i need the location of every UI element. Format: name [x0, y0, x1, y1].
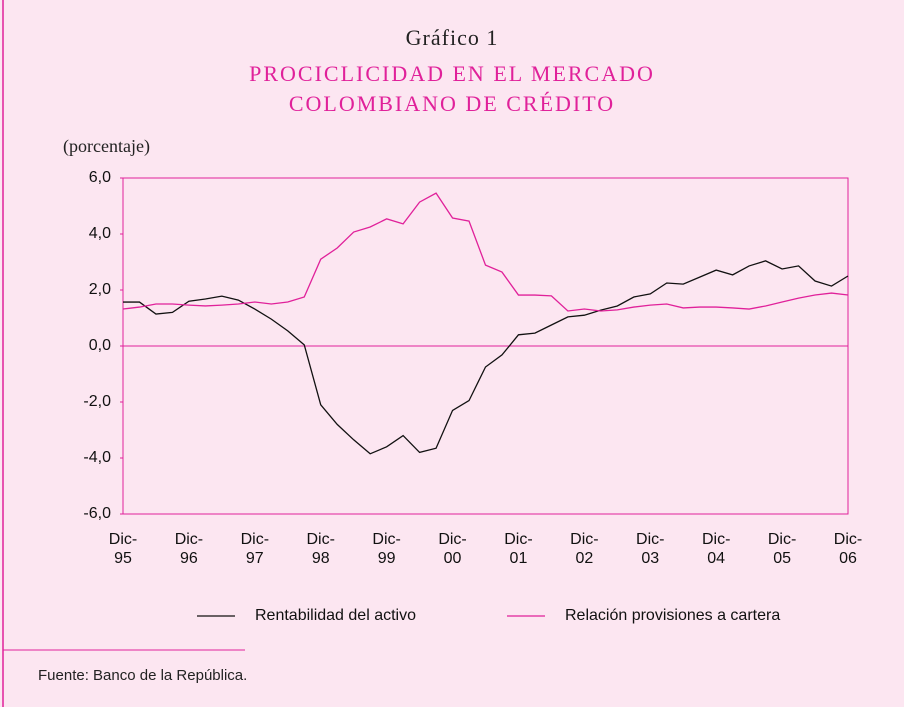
series-line [122, 192, 849, 312]
y-axis-label: (porcentaje) [63, 136, 150, 157]
series-line [123, 260, 849, 455]
x-tick-label: Dic-01 [504, 531, 532, 567]
x-tick-label: Dic-97 [241, 531, 269, 567]
legend-label: Rentabilidad del activo [255, 607, 416, 624]
x-tick-label: Dic-98 [307, 531, 335, 567]
x-tick-label: Dic-95 [109, 531, 137, 567]
x-tick-label: Dic-00 [438, 531, 466, 567]
chart-subtitle: PROCICLICIDAD EN EL MERCADO [249, 61, 655, 86]
x-tick-label: Dic-99 [372, 531, 400, 567]
y-tick-label: -4,0 [83, 449, 111, 466]
chart-title: Gráfico 1 [406, 25, 499, 50]
x-tick-label: Dic-05 [768, 531, 796, 567]
x-tick-label: Dic-04 [702, 531, 730, 567]
x-tick-label: Dic-02 [570, 531, 598, 567]
y-tick-label: 2,0 [89, 281, 111, 298]
legend-label: Relación provisiones a cartera [565, 607, 780, 624]
x-tick-label: Dic-03 [636, 531, 664, 567]
y-tick-label: 0,0 [89, 337, 111, 354]
x-tick-label: Dic-06 [834, 531, 862, 567]
y-tick-label: 4,0 [89, 225, 111, 242]
chart-subtitle: COLOMBIANO DE CRÉDITO [289, 91, 615, 116]
y-tick-label: -6,0 [83, 505, 111, 522]
y-tick-label: -2,0 [83, 393, 111, 410]
x-tick-label: Dic-96 [175, 531, 203, 567]
source: Fuente: Banco de la República. [38, 667, 247, 684]
y-tick-label: 6,0 [89, 169, 111, 186]
